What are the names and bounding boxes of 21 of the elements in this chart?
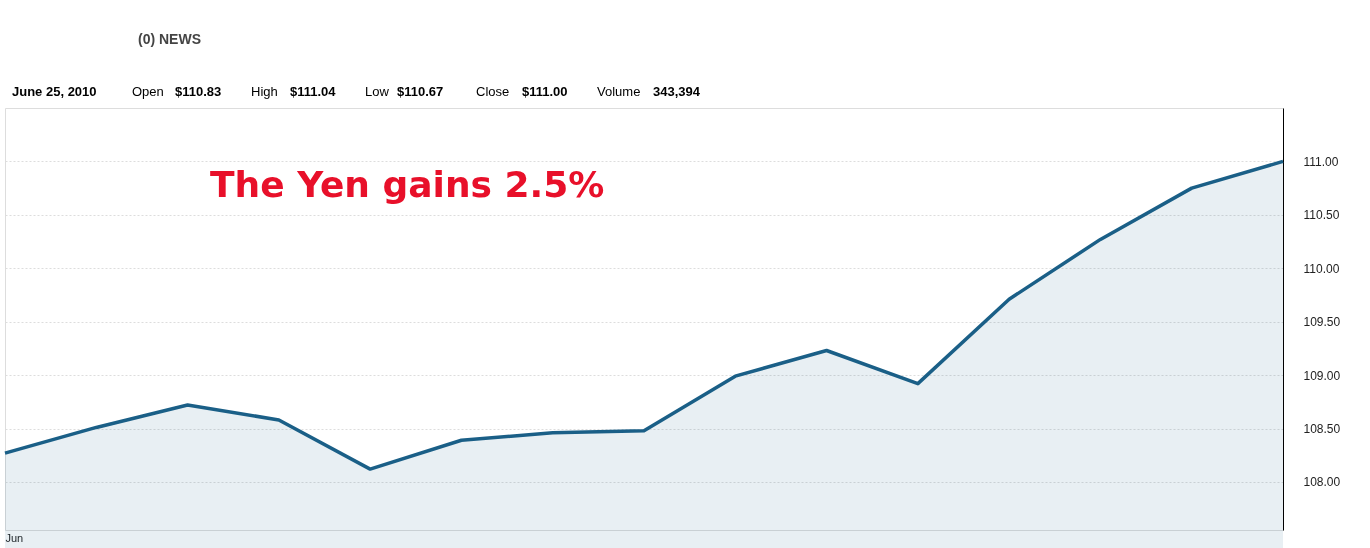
annotation: The Yen gains 2.5% <box>210 164 605 205</box>
x-tick-label: Jun <box>5 531 24 544</box>
text: Volume <box>597 84 641 99</box>
text: (0) NEWS <box>138 31 201 47</box>
y-tick-label: 111.00 <box>1303 154 1339 169</box>
text: $110.67 <box>397 84 444 99</box>
text: $110.83 <box>175 84 222 99</box>
text: High <box>251 84 278 99</box>
text: $111.00 <box>522 84 568 99</box>
y-tick-label: 110.00 <box>1303 261 1340 276</box>
y-tick-label: 109.50 <box>1303 315 1341 330</box>
y-tick-label: 108.00 <box>1303 475 1341 490</box>
y-tick-label: 110.50 <box>1303 208 1340 223</box>
text: Low <box>365 84 390 99</box>
text: Close <box>476 84 510 99</box>
text: June 25, 2010 <box>12 84 97 99</box>
y-tick-label: 108.50 <box>1303 422 1341 437</box>
text: $111.04 <box>290 84 337 99</box>
text: Open <box>132 84 164 99</box>
y-tick-label: 109.00 <box>1303 368 1341 383</box>
text: 343,394 <box>653 84 701 99</box>
